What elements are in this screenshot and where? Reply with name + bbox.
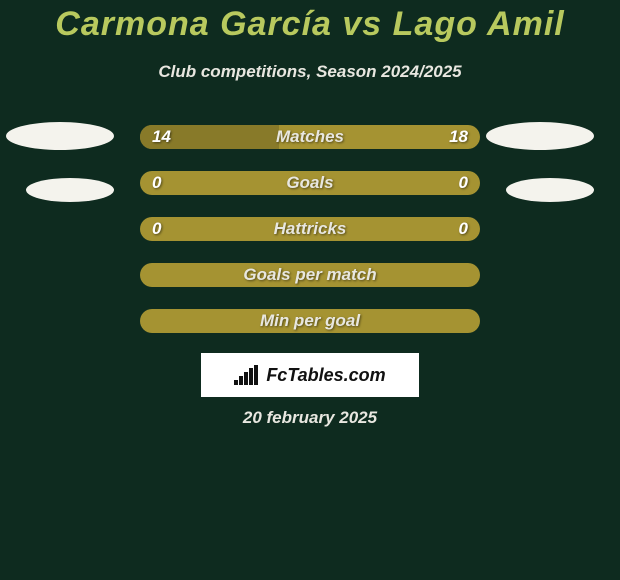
stat-row-matches: 1418Matches	[140, 125, 480, 149]
stat-row-goals: 00Goals	[140, 171, 480, 195]
stat-label: Goals	[140, 171, 480, 195]
page-title: Carmona García vs Lago Amil	[0, 5, 620, 44]
logo-bar-0	[234, 380, 238, 385]
logo-bar-1	[239, 376, 243, 385]
placeholder-ellipse-1	[26, 178, 114, 202]
stat-label: Goals per match	[140, 263, 480, 287]
stat-row-goals-per-match: Goals per match	[140, 263, 480, 287]
stat-label: Matches	[140, 125, 480, 149]
comparison-infographic: Carmona García vs Lago Amil Club competi…	[0, 0, 620, 580]
logo-badge: FcTables.com	[201, 353, 419, 397]
stat-label: Hattricks	[140, 217, 480, 241]
footer-date: 20 february 2025	[0, 408, 620, 428]
stat-label: Min per goal	[140, 309, 480, 333]
placeholder-ellipse-0	[6, 122, 114, 150]
logo-bar-3	[249, 368, 253, 385]
logo-bar-4	[254, 365, 258, 385]
placeholder-ellipse-2	[486, 122, 594, 150]
bar-chart-icon	[234, 365, 260, 385]
placeholder-ellipse-3	[506, 178, 594, 202]
logo-text: FcTables.com	[266, 365, 385, 386]
stat-row-hattricks: 00Hattricks	[140, 217, 480, 241]
page-subtitle: Club competitions, Season 2024/2025	[0, 62, 620, 82]
logo-bar-2	[244, 372, 248, 385]
stat-row-min-per-goal: Min per goal	[140, 309, 480, 333]
